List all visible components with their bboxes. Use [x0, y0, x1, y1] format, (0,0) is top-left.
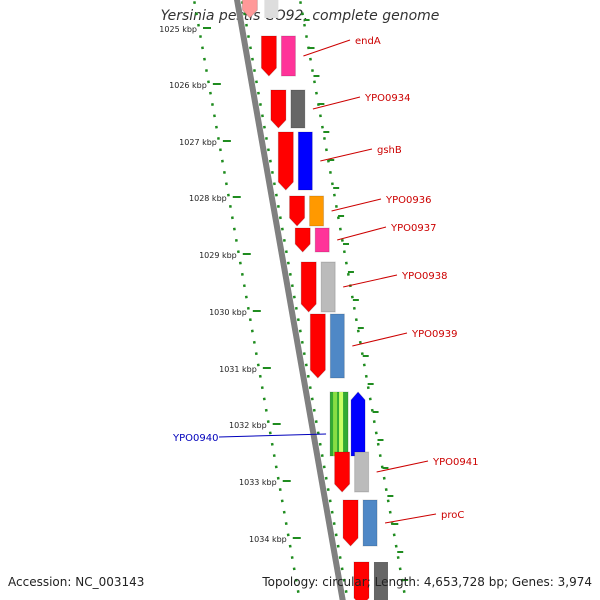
cog-bar [280, 35, 296, 77]
gene-arrow [309, 313, 326, 379]
gene-label: YPO0938 [401, 271, 447, 282]
gene-arrow [241, 0, 258, 19]
inner-tick-line [298, 0, 407, 600]
gene-leader-line [337, 226, 387, 241]
cog-bar [320, 261, 336, 313]
gene-leader-line [331, 198, 382, 212]
gene-label: YPO0934 [364, 93, 410, 104]
gene-arrow [342, 499, 359, 547]
scale-tick-label: 1028 kbp [189, 194, 227, 203]
scale-tick-label: 1031 kbp [219, 365, 257, 374]
accession-info: Accession: NC_003143 [8, 575, 145, 589]
gene-leader-line [352, 332, 408, 347]
cog-bar [290, 89, 306, 129]
gene-leader-line [343, 274, 398, 288]
genome-stats: Topology: circular; Length: 4,653,728 bp… [262, 575, 592, 589]
cog-bar [309, 195, 325, 227]
scale-tick-label: 1032 kbp [229, 421, 267, 430]
gene-arrow [270, 89, 287, 129]
gene-leader-line [312, 96, 361, 110]
map-title: Yersinia pestis CO92, complete genome [160, 8, 440, 24]
gene-arrow [300, 261, 317, 313]
gene-label: YPO0939 [411, 329, 457, 340]
scale-tick-label: 1027 kbp [179, 138, 217, 147]
gene-leader-line [320, 148, 373, 162]
gene-arrow [289, 195, 306, 227]
cog-bar-accent [333, 392, 338, 456]
topology-value: circular [322, 575, 367, 589]
gene-label: YPO0937 [390, 223, 436, 234]
cog-bar [329, 313, 345, 379]
gene-leader-line [218, 433, 327, 438]
gene-label: endA [355, 36, 381, 47]
scale-tick-label: 1033 kbp [239, 478, 277, 487]
genome-backbone [234, 0, 346, 600]
length-value: 4,653,728 bp [423, 575, 504, 589]
cog-bar [264, 0, 279, 18]
scale-tick-label: 1026 kbp [169, 81, 207, 90]
outer-tick-line [192, 0, 301, 600]
cog-bar [297, 131, 313, 191]
cog-bar [314, 227, 330, 253]
scale-tick-label: 1034 kbp [249, 535, 287, 544]
accession-value: NC_003143 [75, 575, 145, 589]
gene-leader-line [303, 39, 351, 57]
gene-label: YPO0936 [385, 195, 431, 206]
gene-label: YPO0941 [432, 457, 478, 468]
gene-arrow [294, 227, 311, 253]
gene-leader-line [384, 513, 437, 524]
gene-arrow [277, 131, 294, 191]
scale-tick-label: 1029 kbp [199, 251, 237, 260]
scale-tick-label: 1030 kbp [209, 308, 247, 317]
gene-arrow [260, 35, 277, 77]
cog-bar [373, 562, 388, 600]
gene-arrow [353, 561, 370, 600]
cog-bar [354, 451, 370, 493]
cog-bar-accent [339, 392, 344, 456]
outer-tick-line [240, 0, 349, 600]
scale-tick-label: 1025 kbp [159, 25, 197, 34]
gene-label: proC [441, 510, 464, 521]
genes-value: 3,974 [557, 575, 592, 589]
gene-arrow [334, 451, 351, 493]
gene-label: gshB [377, 145, 402, 156]
gene-label: YPO0940 [172, 433, 218, 444]
gene-leader-line [376, 460, 429, 473]
gene-arrow [350, 391, 366, 457]
cog-bar [362, 499, 378, 547]
